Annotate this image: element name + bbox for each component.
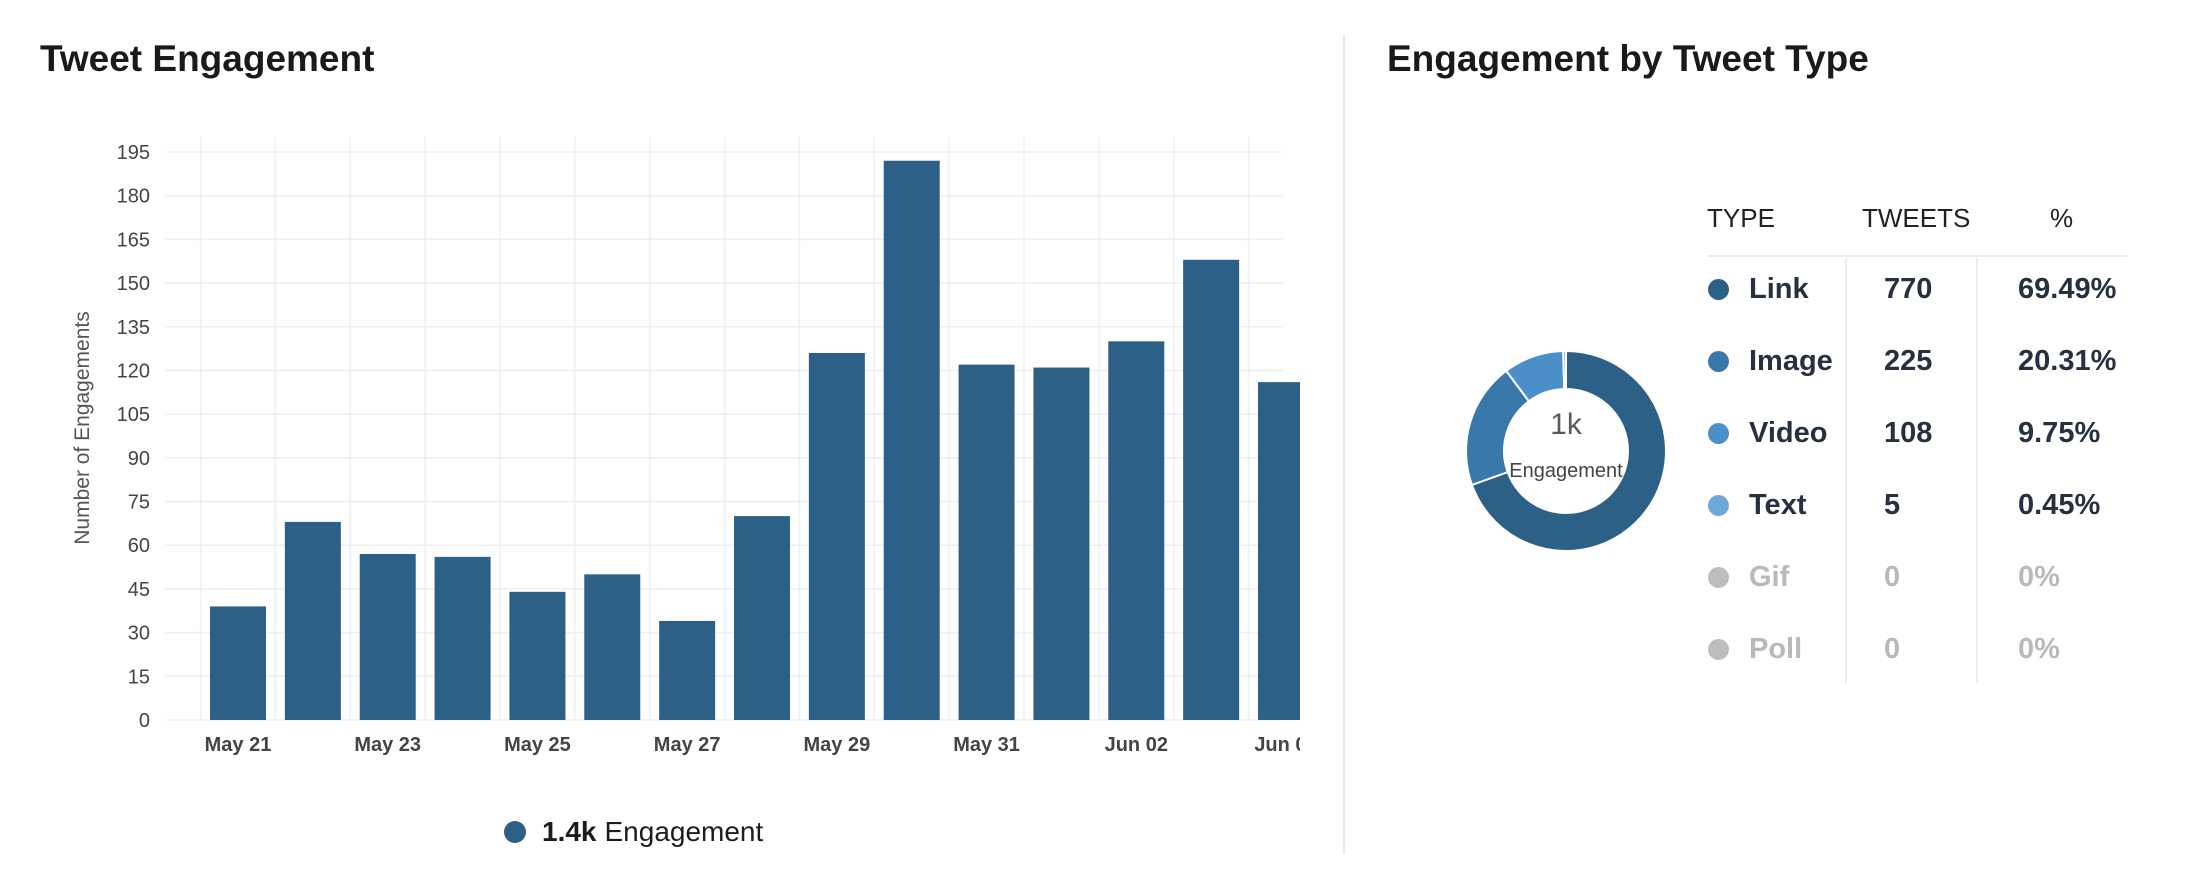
type-dot-gif xyxy=(1708,567,1729,588)
y-tick-label: 60 xyxy=(128,535,150,557)
x-tick-label: May 25 xyxy=(504,734,571,756)
y-tick-label: 45 xyxy=(128,579,150,601)
bar-may-27[interactable] xyxy=(659,620,716,720)
chart-legend[interactable]: 1.4k Engagement xyxy=(504,816,763,848)
x-tick-label: May 31 xyxy=(953,734,1020,756)
type-dot-link xyxy=(1708,279,1729,300)
bar-may-23[interactable] xyxy=(359,553,416,720)
y-tick-label: 30 xyxy=(128,623,150,645)
x-tick-label: May 23 xyxy=(354,734,421,756)
x-tick-label: Jun 02 xyxy=(1105,734,1168,756)
tweet-count-video: 108 xyxy=(1884,417,1933,449)
type-dot-poll xyxy=(1708,639,1729,660)
type-percent-text: 0.45% xyxy=(2018,489,2101,521)
type-dot-image xyxy=(1708,351,1729,372)
tweet-count-poll: 0 xyxy=(1884,633,1901,665)
bar-may-25[interactable] xyxy=(509,591,566,720)
bar-may-28[interactable] xyxy=(734,516,790,720)
x-tick-label: May 27 xyxy=(654,734,721,756)
y-tick-label: 165 xyxy=(117,229,150,251)
bar-may-31[interactable] xyxy=(958,364,1015,720)
type-percent-video: 9.75% xyxy=(2018,417,2101,449)
x-tick-label: May 21 xyxy=(205,734,272,756)
bar-jun-01[interactable] xyxy=(1033,367,1090,720)
legend-value: 1.4k xyxy=(542,816,597,847)
tweet-count-text: 5 xyxy=(1884,489,1901,521)
type-dot-text xyxy=(1708,495,1729,516)
type-percent-gif: 0% xyxy=(2018,561,2060,593)
x-tick-label: May 29 xyxy=(803,734,870,756)
type-donut-chart xyxy=(1465,349,1667,552)
bar-may-29[interactable] xyxy=(808,352,865,720)
engagement-bar-chart: 0 15 30 45 60 75 90 105 120 135 150 165 180 195 Number… xyxy=(71,137,1300,756)
table-column-separator xyxy=(1976,258,1978,683)
table-header-percent: % xyxy=(2050,203,2074,233)
type-percent-link: 69.49% xyxy=(2018,273,2117,305)
panel-divider xyxy=(1343,36,1345,854)
legend-label: Engagement xyxy=(604,816,764,847)
y-tick-label: 0 xyxy=(139,710,150,732)
bar-may-24[interactable] xyxy=(434,556,491,720)
type-percent-poll: 0% xyxy=(2018,633,2060,665)
x-tick-label: Jun 04 xyxy=(1254,734,1300,756)
bar-may-30[interactable] xyxy=(883,160,940,720)
y-tick-label: 75 xyxy=(128,492,150,514)
donut-slice-text[interactable] xyxy=(1562,349,1567,391)
donut-center-value: 1k xyxy=(1550,408,1582,441)
y-tick-label: 180 xyxy=(117,186,150,208)
bar-jun-02[interactable] xyxy=(1108,341,1165,720)
table-header-underline xyxy=(1707,255,2127,257)
y-tick-label: 90 xyxy=(128,448,150,470)
tweet-count-gif: 0 xyxy=(1884,561,1901,593)
y-tick-label: 15 xyxy=(128,666,150,688)
type-percent-image: 20.31% xyxy=(2018,345,2117,377)
type-name-text: Text xyxy=(1749,489,1807,521)
type-name-image: Image xyxy=(1749,345,1833,377)
y-axis-label: Number of Engagements xyxy=(71,311,94,544)
y-tick-label: 105 xyxy=(117,404,150,426)
tweet-count-link: 770 xyxy=(1884,273,1933,305)
tweet-engagement-title: Tweet Engagement xyxy=(40,38,375,79)
y-tick-label: 195 xyxy=(117,142,150,164)
bar-jun-03[interactable] xyxy=(1183,259,1240,720)
y-tick-label: 120 xyxy=(117,360,150,382)
bar-jun-04[interactable] xyxy=(1258,382,1300,720)
type-name-poll: Poll xyxy=(1749,633,1803,665)
y-tick-label: 150 xyxy=(117,273,150,295)
tweet-count-image: 225 xyxy=(1884,345,1933,377)
table-header-tweets: TWEETS xyxy=(1862,203,1971,233)
bar-may-22[interactable] xyxy=(284,521,341,720)
table-column-separator xyxy=(1845,258,1847,683)
type-name-gif: Gif xyxy=(1749,561,1790,593)
donut-center-label: Engagement xyxy=(1509,460,1623,482)
y-tick-label: 135 xyxy=(117,317,150,339)
type-dot-video xyxy=(1708,423,1729,444)
legend-dot xyxy=(504,821,526,843)
type-name-link: Link xyxy=(1749,273,1809,305)
bar-may-21[interactable] xyxy=(210,606,266,720)
table-header-type: TYPE xyxy=(1707,203,1775,233)
bar-may-26[interactable] xyxy=(584,574,641,720)
engagement-by-type-title: Engagement by Tweet Type xyxy=(1387,38,1869,79)
donut-slice-link[interactable] xyxy=(1470,349,1667,552)
type-name-video: Video xyxy=(1749,417,1828,449)
